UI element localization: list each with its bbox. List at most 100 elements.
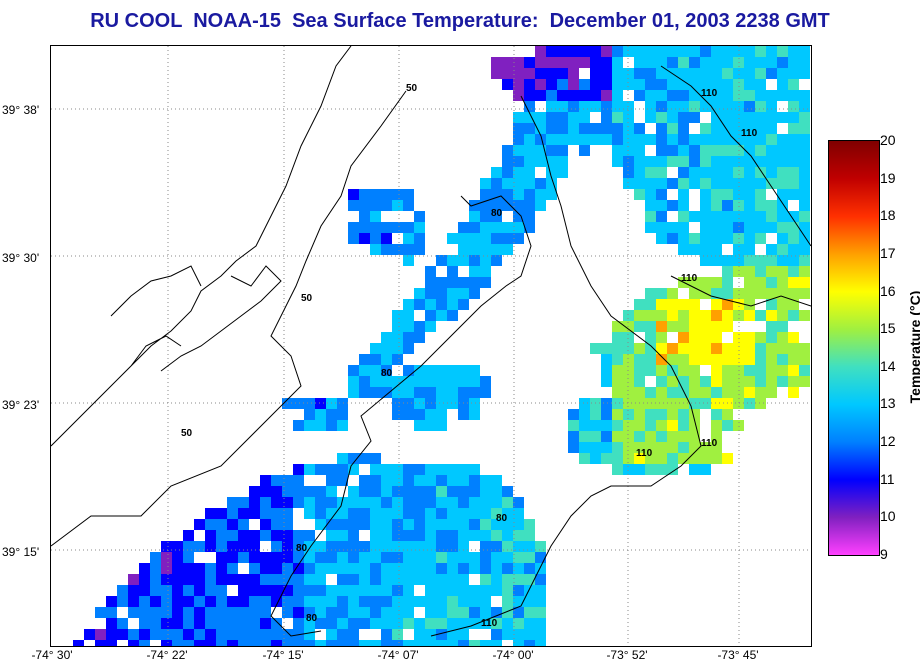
sst-pixel — [568, 123, 579, 134]
sst-pixel — [436, 299, 447, 310]
sst-pixel — [414, 387, 425, 398]
sst-pixel — [766, 321, 777, 332]
sst-pixel — [491, 607, 502, 618]
sst-pixel — [436, 255, 447, 266]
colorbar-tick: 9 — [880, 546, 888, 562]
sst-pixel — [722, 178, 733, 189]
sst-pixel — [370, 365, 381, 376]
sst-pixel — [403, 409, 414, 420]
sst-pixel — [711, 211, 722, 222]
sst-pixel — [755, 266, 766, 277]
sst-pixel — [491, 574, 502, 585]
sst-pixel — [128, 629, 139, 640]
sst-pixel — [216, 618, 227, 629]
sst-pixel — [403, 376, 414, 387]
sst-pixel — [689, 420, 700, 431]
sst-pixel — [216, 508, 227, 519]
sst-pixel — [667, 200, 678, 211]
sst-pixel — [414, 475, 425, 486]
sst-pixel — [194, 640, 205, 646]
sst-pixel — [546, 134, 557, 145]
sst-pixel — [722, 354, 733, 365]
sst-pixel — [238, 508, 249, 519]
sst-pixel — [326, 607, 337, 618]
sst-pixel — [722, 453, 733, 464]
sst-pixel — [788, 310, 799, 321]
sst-pixel — [557, 68, 568, 79]
sst-pixel — [590, 68, 601, 79]
contour-label: 50 — [301, 293, 313, 304]
sst-pixel — [634, 321, 645, 332]
sst-pixel — [711, 365, 722, 376]
sst-pixel — [656, 68, 667, 79]
sst-pixel — [491, 255, 502, 266]
sst-pixel — [315, 497, 326, 508]
sst-pixel — [491, 222, 502, 233]
sst-pixel — [205, 541, 216, 552]
sst-pixel — [425, 420, 436, 431]
sst-pixel — [249, 640, 260, 646]
sst-pixel — [722, 189, 733, 200]
sst-pixel — [425, 530, 436, 541]
sst-pixel — [579, 134, 590, 145]
sst-pixel — [656, 365, 667, 376]
sst-pixel — [788, 233, 799, 244]
sst-pixel — [623, 68, 634, 79]
sst-pixel — [216, 552, 227, 563]
sst-pixel — [502, 233, 513, 244]
sst-pixel — [656, 134, 667, 145]
sst-pixel — [634, 387, 645, 398]
sst-pixel — [700, 387, 711, 398]
sst-pixel — [711, 167, 722, 178]
sst-pixel — [458, 497, 469, 508]
sst-pixel — [458, 299, 469, 310]
sst-pixel — [788, 112, 799, 123]
sst-pixel — [458, 288, 469, 299]
sst-pixel — [304, 530, 315, 541]
sst-pixel — [128, 574, 139, 585]
sst-pixel — [788, 134, 799, 145]
sst-pixel — [766, 277, 777, 288]
sst-pixel — [161, 552, 172, 563]
sst-pixel — [733, 244, 744, 255]
sst-pixel — [524, 156, 535, 167]
sst-pixel — [491, 640, 502, 646]
sst-pixel — [139, 596, 150, 607]
sst-pixel — [777, 332, 788, 343]
sst-pixel — [612, 442, 623, 453]
sst-pixel — [447, 563, 458, 574]
sst-pixel — [414, 244, 425, 255]
sst-pixel — [722, 387, 733, 398]
lon-label-74-15: -74° 15' — [262, 648, 304, 662]
sst-pixel — [777, 145, 788, 156]
sst-pixel — [172, 574, 183, 585]
sst-pixel — [370, 244, 381, 255]
sst-pixel — [249, 596, 260, 607]
sst-pixel — [436, 519, 447, 530]
sst-pixel — [799, 134, 810, 145]
sst-pixel — [370, 618, 381, 629]
sst-pixel — [733, 211, 744, 222]
sst-pixel — [777, 112, 788, 123]
sst-pixel — [502, 222, 513, 233]
sst-pixel — [315, 519, 326, 530]
sst-pixel — [524, 101, 535, 112]
sst-pixel — [689, 277, 700, 288]
contour-label: 80 — [296, 543, 308, 554]
sst-pixel — [788, 288, 799, 299]
sst-map[interactable]: 50 50 50 80 80 80 80 80 110 110 110 110 110 110 — [50, 45, 812, 647]
sst-pixel — [601, 112, 612, 123]
sst-pixel — [645, 442, 656, 453]
sst-pixel — [381, 233, 392, 244]
sst-pixel — [755, 134, 766, 145]
sst-pixel — [304, 398, 315, 409]
sst-pixel — [480, 486, 491, 497]
contour-labels: 50 50 50 80 80 80 80 80 110 110 110 110 110 110 — [181, 83, 758, 629]
sst-pixel — [612, 321, 623, 332]
sst-pixel — [612, 79, 623, 90]
sst-pixel — [205, 574, 216, 585]
sst-pixel — [524, 585, 535, 596]
sst-pixel — [436, 464, 447, 475]
sst-pixel — [568, 46, 579, 57]
sst-pixel — [392, 519, 403, 530]
